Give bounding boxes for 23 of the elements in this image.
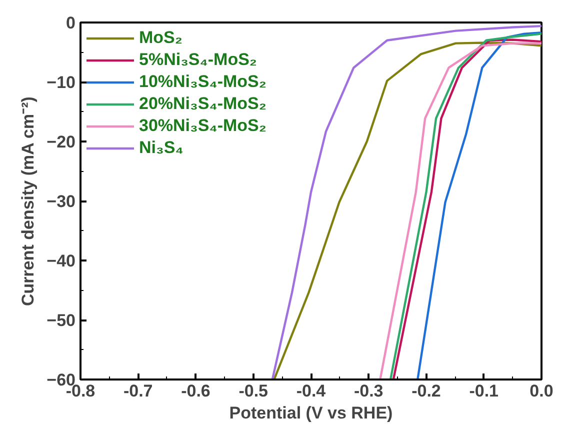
x-axis-title: Potential (V vs RHE) — [229, 404, 393, 422]
legend-label: MoS₂ — [139, 28, 182, 48]
y-tick-label: −10 — [46, 73, 76, 92]
y-axis-title: Current density (mA cm⁻²) — [18, 96, 38, 306]
x-tick-label: -0.4 — [296, 382, 326, 400]
x-tick-label: -0.3 — [354, 382, 384, 400]
y-tick-label: −30 — [46, 192, 76, 211]
y-tick-label: 0 — [66, 14, 76, 32]
y-tick-label: −20 — [46, 132, 76, 152]
legend-label: 5%Ni₃S₄-MoS₂ — [139, 50, 257, 70]
legend-label: 10%Ni₃S₄-MoS₂ — [139, 72, 266, 92]
x-tick-label: -0.7 — [123, 382, 153, 400]
y-tick-label: −40 — [46, 252, 76, 270]
legend-label: 20%Ni₃S₄-MoS₂ — [139, 94, 266, 114]
x-tick-label: 0.0 — [530, 382, 554, 400]
x-tick-label: -0.2 — [412, 382, 441, 400]
x-tick-label: -0.5 — [238, 382, 268, 400]
x-tick-label: -0.6 — [181, 382, 210, 400]
y-tick-label: −50 — [46, 311, 76, 330]
line-series — [416, 32, 542, 380]
x-tick-label: -0.1 — [469, 382, 499, 400]
legend-label: 30%Ni₃S₄-MoS₂ — [139, 116, 266, 136]
legend-label: Ni₃S₄ — [139, 138, 184, 158]
